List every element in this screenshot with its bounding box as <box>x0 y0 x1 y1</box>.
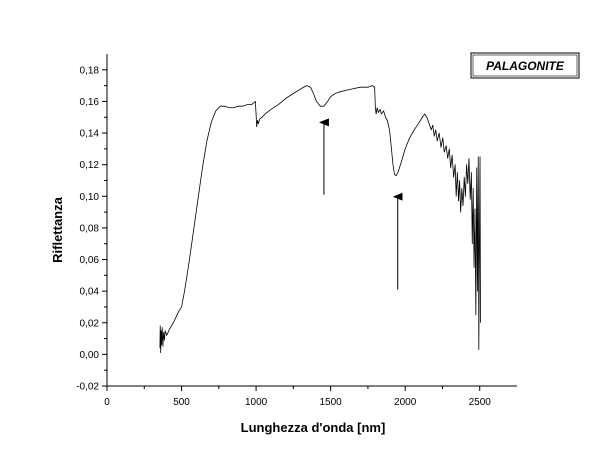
y-tick-label: 0,16 <box>80 97 100 108</box>
y-axis-ticks: -0,02 0,00 0,02 0,04 0,06 0,08 0,10 0,12 0,14 0,1… <box>76 65 107 393</box>
y-tick-label: 0,08 <box>80 223 100 234</box>
chart-axes <box>106 54 517 387</box>
legend-inner-box <box>472 54 578 77</box>
x-tick-label: 1000 <box>245 397 268 408</box>
y-axis-title: Riflettanza <box>50 196 65 263</box>
x-tick-label: 1500 <box>320 397 343 408</box>
y-tick-label: 0,10 <box>80 192 100 203</box>
y-tick-label: 0,12 <box>80 160 100 171</box>
y-tick-label: 0,14 <box>80 129 100 140</box>
x-tick-label: 0 <box>104 397 110 408</box>
annotations <box>318 118 403 290</box>
x-axis-title: Lunghezza d'onda [nm] <box>241 420 386 435</box>
y-tick-label: 0,02 <box>80 318 100 329</box>
x-tick-label: 500 <box>173 397 190 408</box>
data-series <box>159 85 481 354</box>
x-tick-label: 2000 <box>394 397 417 408</box>
legend: PALAGONITE <box>470 52 580 79</box>
legend-label: PALAGONITE <box>486 59 565 73</box>
y-tick-label: -0,02 <box>76 382 99 393</box>
x-tick-label: 2500 <box>469 397 492 408</box>
x-axis-ticks: 0 500 1000 1500 2000 2500 <box>104 386 491 408</box>
reflectance-line <box>159 85 481 354</box>
y-tick-label: 0,04 <box>80 287 100 298</box>
y-tick-label: 0,00 <box>80 350 100 361</box>
y-tick-label: 0,06 <box>80 255 100 266</box>
y-tick-label: 0,18 <box>80 65 100 76</box>
legend-box <box>470 52 580 79</box>
